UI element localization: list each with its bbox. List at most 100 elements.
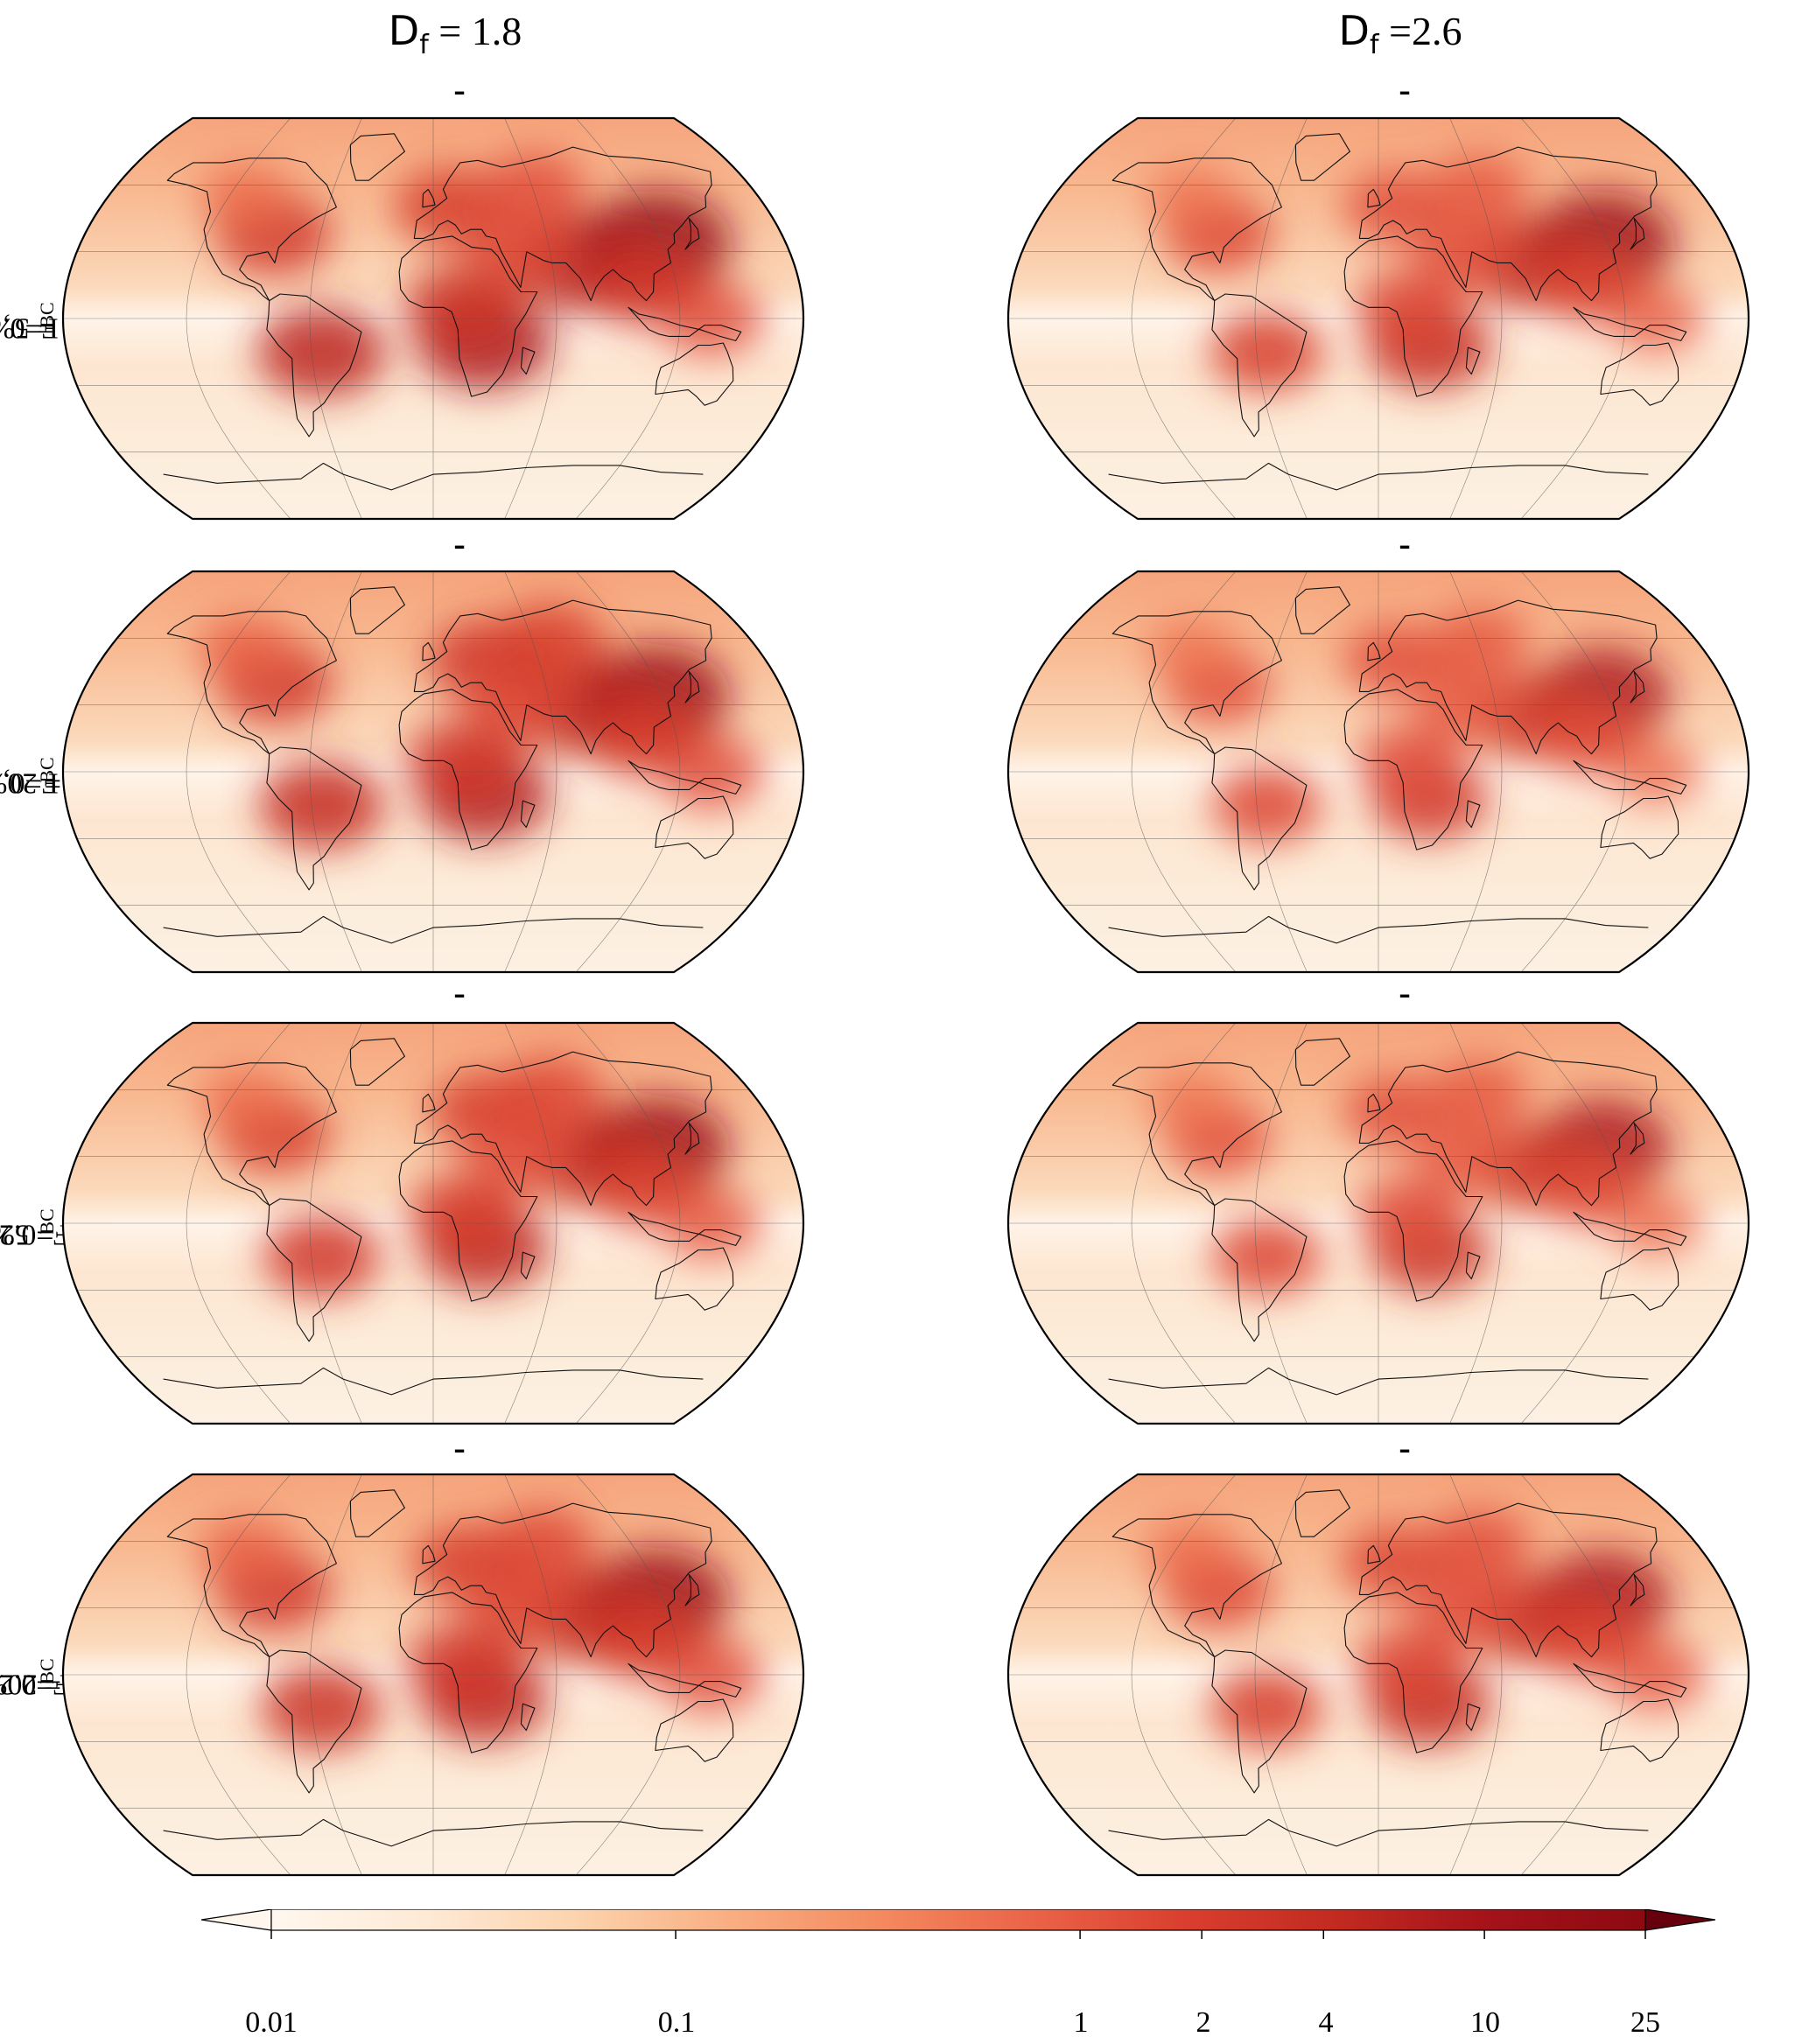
coastline: [1600, 342, 1679, 406]
coastline: [1294, 1038, 1350, 1086]
coastline: [398, 1592, 538, 1754]
longitude-line: [1254, 571, 1308, 972]
longitude-line: [504, 1023, 557, 1424]
coastline: [266, 1649, 362, 1794]
coastline: [266, 1198, 362, 1342]
longitude-line: [1520, 571, 1626, 972]
longitude-line: [504, 1474, 557, 1875]
longitude-line: [1449, 118, 1503, 519]
map-panel-r2c1: [61, 570, 805, 974]
longitude-line: [1131, 1474, 1237, 1875]
longitude-line: [1520, 1474, 1626, 1875]
colorbar-graphic: [200, 1908, 1716, 1939]
coastline: [1573, 306, 1687, 341]
coastline: [398, 1140, 538, 1302]
coastline: [1367, 188, 1381, 208]
emission-hotspot: [1210, 312, 1324, 392]
coastline: [349, 1038, 405, 1086]
coastline: [684, 1573, 700, 1606]
emission-hotspot: [197, 1517, 296, 1587]
panel-title: -: [453, 973, 466, 1012]
longitude-line: [186, 118, 291, 519]
emission-hotspot: [259, 760, 385, 850]
map-panel-r4c2: [1006, 1473, 1750, 1877]
coastline: [1465, 346, 1481, 375]
column-title-symbol: D: [388, 7, 420, 54]
coastline: [655, 1698, 734, 1762]
coastline: [163, 1367, 704, 1396]
panel-title: -: [453, 524, 466, 564]
colorbar-min-extension: [200, 1908, 272, 1931]
colorbar-tick-label: 25: [1630, 2006, 1660, 2039]
emission-hotspot: [1146, 618, 1237, 682]
coastline: [398, 689, 538, 850]
panel-title: -: [1399, 70, 1411, 109]
coastline: [1111, 158, 1282, 302]
emission-hotspot: [493, 602, 607, 683]
emission-hotspot: [256, 306, 387, 398]
coastline: [1294, 133, 1350, 181]
map-frame: [1006, 570, 1750, 974]
coastline: [422, 188, 436, 208]
coastline: [163, 915, 704, 944]
longitude-line: [575, 1023, 681, 1424]
colorbar-tick-label: 2: [1195, 2006, 1211, 2039]
longitude-line: [1131, 571, 1237, 972]
coastline: [655, 342, 734, 406]
coastline: [1573, 760, 1687, 794]
column-title-subscript: f: [419, 30, 429, 60]
coastline: [1367, 1544, 1381, 1564]
coastline: [1358, 146, 1658, 302]
coastline: [422, 641, 436, 662]
longitude-line: [1520, 118, 1626, 519]
longitude-line: [1254, 1023, 1308, 1424]
longitude-line: [309, 1474, 362, 1875]
emission-hotspot: [1144, 1519, 1238, 1586]
coastline: [655, 1247, 734, 1311]
coastline: [1630, 1122, 1645, 1155]
emission-hotspot: [1356, 1174, 1462, 1250]
colorbar: [200, 1908, 1716, 1992]
coastline: [166, 1514, 337, 1658]
coastline: [1211, 293, 1308, 438]
coastline: [266, 293, 362, 438]
column-title-1: Df = 1.8: [149, 7, 761, 60]
map-panel-r3c1: [61, 1021, 805, 1425]
emission-hotspot: [1356, 723, 1462, 798]
longitude-line: [186, 571, 291, 972]
longitude-line: [186, 1474, 291, 1875]
longitude-line: [309, 1023, 362, 1424]
coastline: [1600, 1247, 1679, 1311]
coastline: [1211, 1649, 1308, 1794]
emission-hotspot: [199, 1068, 293, 1134]
emission-hotspot: [403, 264, 525, 351]
map-frame: [61, 570, 805, 974]
coastline: [166, 158, 337, 302]
panel-title: -: [453, 1428, 466, 1467]
emission-hotspot: [494, 1055, 605, 1133]
coastline: [1294, 1489, 1350, 1537]
coastline: [422, 1093, 436, 1113]
coastline: [684, 1122, 700, 1155]
coastline: [1211, 1198, 1308, 1342]
emission-hotspot: [263, 1214, 381, 1298]
coastline: [684, 217, 700, 250]
colorbar-tick-label: 4: [1318, 2006, 1334, 2039]
emission-hotspot: [1343, 170, 1449, 245]
coastline: [1630, 670, 1645, 704]
coastline: [628, 306, 742, 341]
coastline: [628, 1662, 742, 1698]
coastline: [1630, 1573, 1645, 1606]
map-panel-r1c2: [1006, 116, 1750, 521]
longitude-line: [1254, 1474, 1308, 1875]
row-label-value: = 20%: [0, 1668, 61, 1701]
coastline: [1367, 641, 1381, 662]
emission-hotspot: [405, 719, 523, 802]
coastline: [1358, 599, 1658, 755]
longitude-line: [1520, 1023, 1626, 1424]
longitude-line: [575, 571, 681, 972]
colorbar-tick-label: 0.01: [245, 2006, 298, 2039]
coastline: [1465, 800, 1481, 829]
coastline: [413, 599, 712, 755]
coastline: [520, 1703, 536, 1732]
